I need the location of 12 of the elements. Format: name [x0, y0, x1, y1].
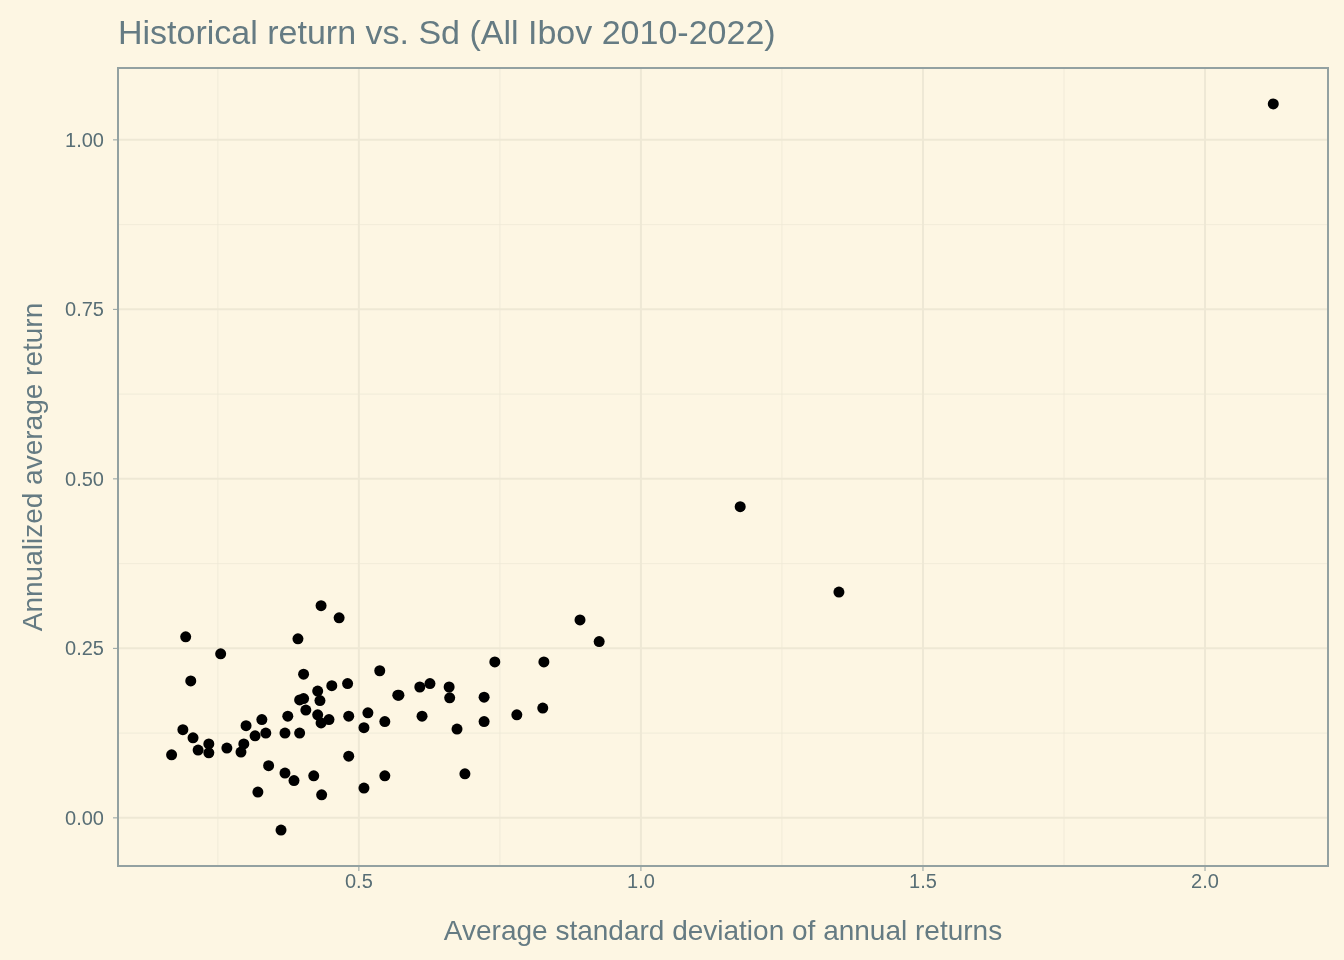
x-axis-title: Average standard deviation of annual returns	[443, 915, 1003, 946]
x-tick-label: 0.5	[344, 870, 373, 892]
y-axis-title: Annualized average return	[17, 302, 48, 632]
x-tick-label: 1.0	[627, 870, 655, 892]
x-tick-label: 2.0	[1191, 870, 1219, 892]
y-tick-label: 0.75	[65, 298, 104, 321]
y-tick-label: 0.00	[65, 806, 104, 829]
y-tick-label: 0.50	[65, 467, 104, 490]
chart-title: Historical return vs. Sd (All Ibov 2010-2022)	[118, 13, 776, 51]
y-tick-label: 0.25	[65, 637, 104, 660]
y-tick-label: 1.00	[65, 128, 104, 151]
x-tick-label: 1.5	[909, 870, 937, 892]
